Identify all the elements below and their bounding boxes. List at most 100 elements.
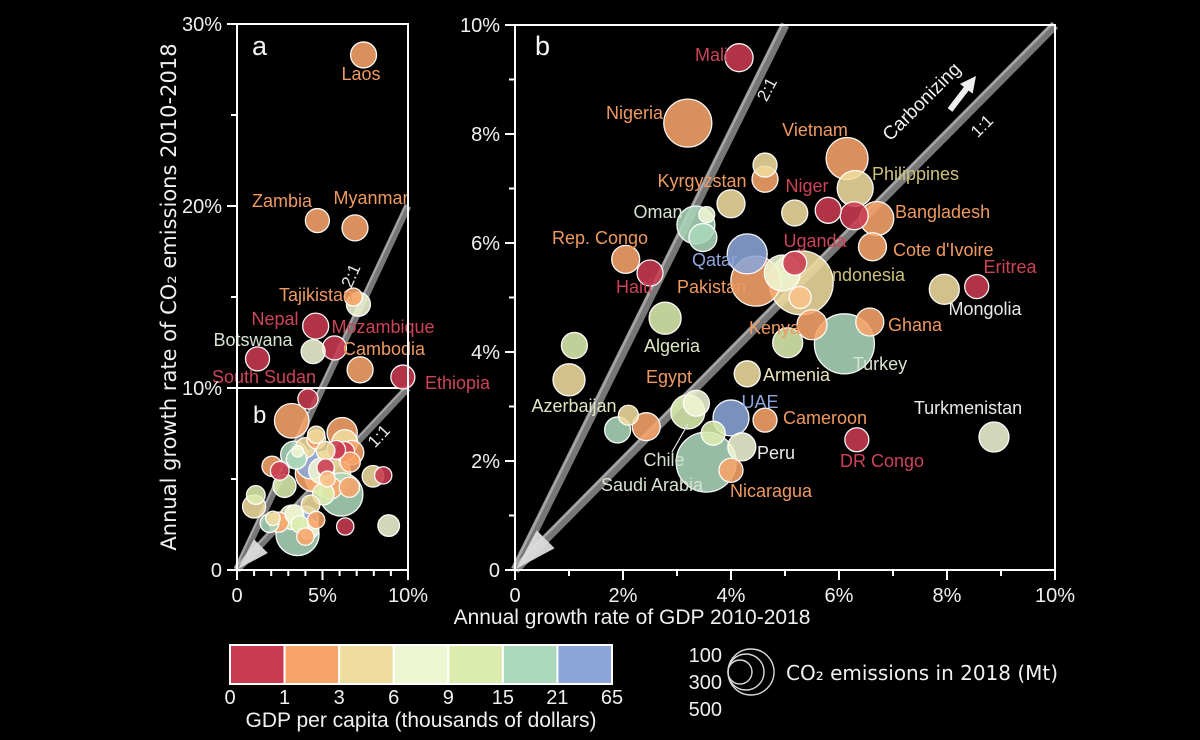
bubble-ghana <box>855 307 885 337</box>
country-label: Indonesia <box>827 265 906 285</box>
country-label: Eritrea <box>983 257 1037 277</box>
y-axis-title: Annual growth rate of CO₂ emissions 2010… <box>157 43 181 550</box>
bubble-zambia <box>304 207 331 234</box>
bubble-uganda <box>782 250 808 276</box>
country-label: Nepal <box>251 309 298 329</box>
bubble-peru <box>727 432 757 462</box>
country-label: Chile <box>643 450 684 470</box>
legend-swatch-1-3 <box>283 644 341 685</box>
inset-letter-b: b <box>253 402 266 429</box>
country-label: Niger <box>785 176 828 196</box>
y-tick-label: 20% <box>182 196 222 218</box>
bubble <box>839 201 869 231</box>
bubble-botswana <box>300 338 326 365</box>
country-label: Oman <box>633 202 682 222</box>
legend-boundary-label: 6 <box>388 687 399 709</box>
country-label: Cote d'Ivoire <box>893 240 994 260</box>
size-legend-caption: CO₂ emissions in 2018 (Mt) <box>786 661 1058 685</box>
bubble-ethiopia <box>390 364 416 390</box>
x-tick-label: 0 <box>231 585 242 607</box>
x-tick-label: 10% <box>1035 585 1075 607</box>
carbonizing-arrow-head <box>959 76 976 94</box>
bubble-nicaragua <box>718 457 744 483</box>
country-label: Pakistan <box>677 277 746 297</box>
legend-boundary-label: 15 <box>492 687 514 709</box>
ratio-line-2:1 <box>510 23 790 572</box>
country-label: Tajikistan <box>279 285 353 305</box>
y-tick-label: 8% <box>471 124 500 146</box>
legend-boundary-label: 65 <box>601 687 623 709</box>
bubble <box>781 199 809 227</box>
country-label: Peru <box>757 443 795 463</box>
bubble-cameroon <box>752 407 778 433</box>
country-label: Cameroon <box>783 408 867 428</box>
y-tick-label: 6% <box>471 233 500 255</box>
color-legend-caption: GDP per capita (thousands of dollars) <box>246 709 597 732</box>
bubble <box>617 404 640 426</box>
x-tick-label: 6% <box>825 585 854 607</box>
y-tick-label: 4% <box>471 342 500 364</box>
bubble <box>752 152 778 178</box>
inset-bubble <box>318 470 336 488</box>
bubble <box>788 285 812 310</box>
y-tick-label: 0 <box>489 560 500 582</box>
bubble-haiti <box>636 259 664 287</box>
country-label: Armenia <box>763 365 831 385</box>
country-label: Azerbaijan <box>531 396 616 416</box>
bubble <box>682 389 711 417</box>
x-axis-title: Annual growth rate of GDP 2010-2018 <box>454 606 811 629</box>
bubble-rep-congo <box>611 244 641 275</box>
size-legend-value: 300 <box>689 672 722 694</box>
bubble-nigeria <box>663 98 713 148</box>
country-label: DR Congo <box>840 451 924 471</box>
bubble-kenya <box>796 309 828 341</box>
country-label: Myanmar <box>333 188 408 208</box>
legend-boundary-label: 9 <box>443 687 454 709</box>
bubble-dr-congo <box>844 427 870 453</box>
inset-bubble-haiti <box>269 460 290 481</box>
legend-boundary-label: 0 <box>224 687 235 709</box>
inset-bubble-nicaragua <box>296 527 315 546</box>
inset-bubble-turkmenistan <box>377 514 401 538</box>
inset-bubble <box>245 485 266 506</box>
legend-boundary-label: 3 <box>334 687 345 709</box>
x-tick-label: 8% <box>933 585 962 607</box>
panel-letter-a: a <box>252 31 268 61</box>
leader-line <box>671 423 689 453</box>
size-legend-circle-300 <box>727 653 765 691</box>
country-label: Mozambique <box>331 317 434 337</box>
inset-bubble <box>265 510 281 527</box>
bubble-nepal <box>302 312 330 340</box>
x-tick-label: 2% <box>609 585 638 607</box>
country-label: Turkey <box>853 354 907 374</box>
bubble-cote-d-ivoire <box>857 232 888 262</box>
bubble-myanmar <box>341 214 369 242</box>
legend-swatch-0-1 <box>229 644 286 685</box>
x-tick-label: 4% <box>717 585 746 607</box>
bubble <box>560 331 589 360</box>
bubble-laos <box>349 41 378 69</box>
country-label: Mongolia <box>948 299 1022 319</box>
country-label: Ghana <box>888 315 943 335</box>
bubble-armenia <box>733 360 761 388</box>
country-label: Nicaragua <box>730 481 813 501</box>
legend-swatch-21-65 <box>556 644 614 685</box>
bubble-mongolia <box>928 273 960 305</box>
inset-bubble-cote-d-ivoire <box>339 451 361 473</box>
legend-swatch-6-9 <box>392 644 450 685</box>
origin-wedge <box>238 539 268 569</box>
country-label: Haiti <box>616 277 652 297</box>
country-label: Mali <box>695 45 728 65</box>
country-label: Kenya <box>749 318 801 338</box>
inset-bubble <box>315 440 336 461</box>
country-label: Egypt <box>646 367 692 387</box>
bubble-south-sudan <box>244 346 271 372</box>
country-label: Kyrgyzstan <box>657 171 746 191</box>
country-label: South Sudan <box>212 367 316 387</box>
country-label: Bangladesh <box>895 202 990 222</box>
bubble <box>772 327 804 359</box>
country-label: UAE <box>741 392 778 412</box>
country-label: Vietnam <box>782 120 848 140</box>
inset-bubble-ghana <box>338 476 361 498</box>
